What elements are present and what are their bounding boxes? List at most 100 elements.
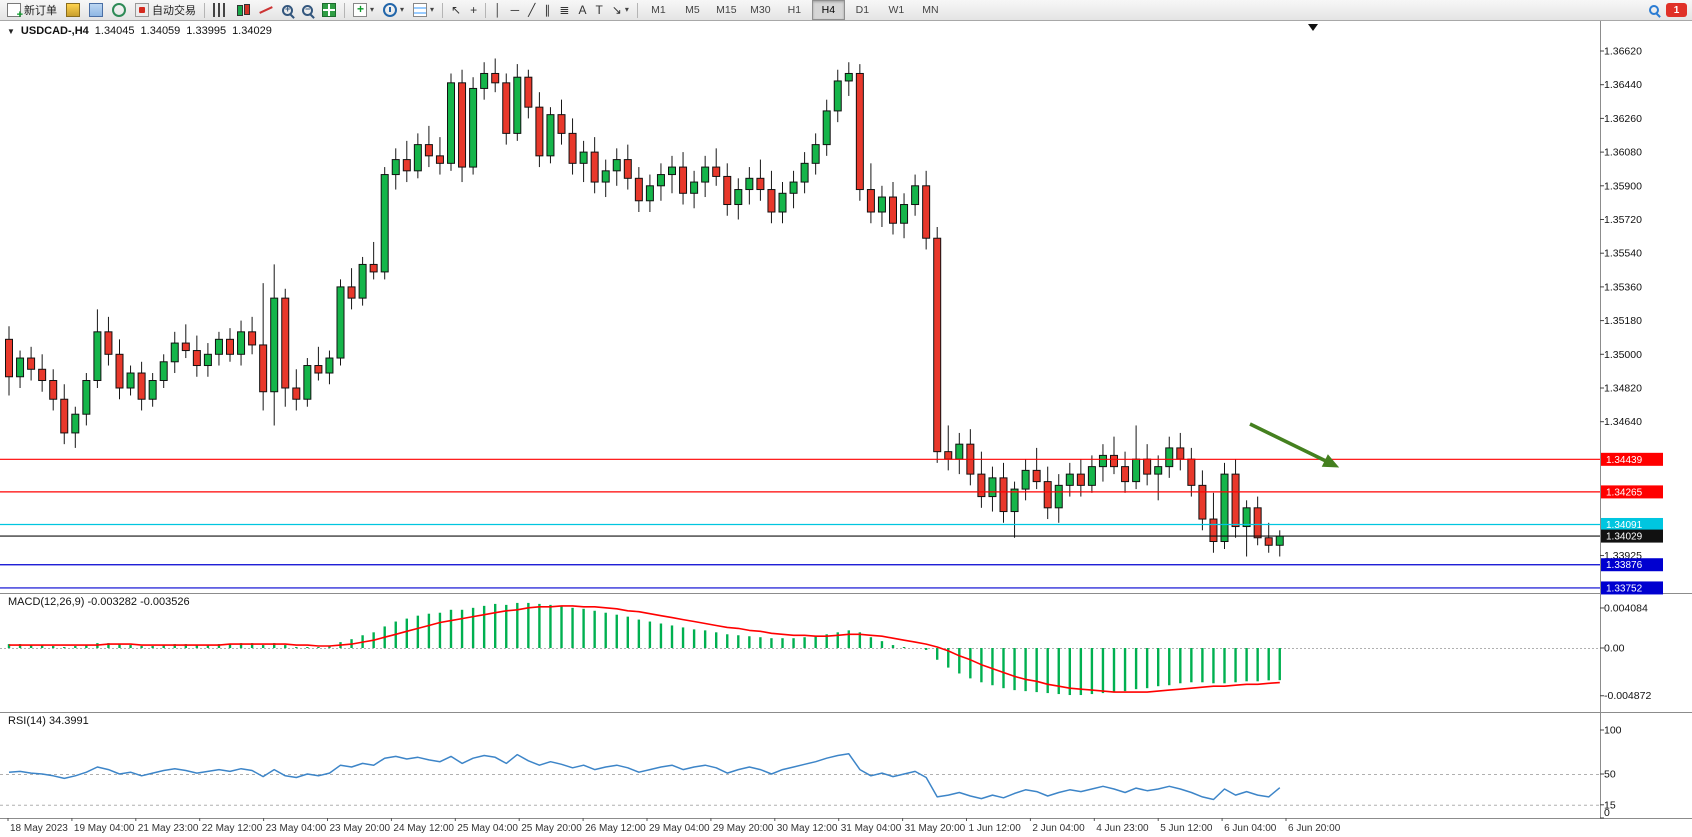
chart-header: ▼ USDCAD-,H4 1.34045 1.34059 1.33995 1.3… [7, 25, 272, 37]
candle-body [656, 174, 665, 187]
indicators-icon [353, 2, 367, 17]
search-icon [1649, 5, 1659, 15]
time-axis-label[interactable]: 29 May 04:00 [649, 823, 710, 834]
time-axis-label[interactable]: 23 May 20:00 [330, 823, 391, 834]
indicators-button[interactable]: ▾ [349, 0, 378, 20]
candle-body [911, 185, 920, 206]
data-window-button[interactable] [85, 0, 107, 20]
navigator-button[interactable] [108, 0, 130, 20]
candle-body [469, 87, 478, 168]
candle-body [424, 144, 433, 157]
candle-body [192, 350, 201, 367]
trendline-button[interactable]: ╱ [524, 0, 539, 20]
periods-button[interactable]: ▾ [379, 0, 408, 20]
candle-body [557, 114, 566, 134]
candle-body [524, 76, 533, 108]
zoom-in-icon: + [282, 4, 293, 16]
timeframe-button-W1[interactable]: W1 [888, 4, 905, 16]
text-label-button[interactable]: T [591, 0, 606, 20]
text-label-icon: T [595, 3, 603, 17]
candle-body [402, 159, 411, 172]
timeframe-button-M5[interactable]: M5 [685, 4, 700, 16]
timeframe-button-MN[interactable]: MN [922, 4, 939, 16]
trendline-icon: ╱ [528, 3, 536, 17]
candlestick-chart-button[interactable] [232, 0, 254, 20]
chevron-down-icon: ▾ [624, 5, 629, 14]
candle-body [1176, 447, 1185, 460]
cursor-button[interactable]: ↖ [447, 0, 465, 20]
zoom-out-button[interactable]: − [298, 0, 317, 20]
horizontal-line-button[interactable]: ─ [507, 0, 524, 20]
candle-body [181, 342, 190, 352]
candle-body [16, 357, 25, 378]
time-axis-label[interactable]: 25 May 04:00 [457, 823, 518, 834]
new-order-button[interactable]: 新订单 [3, 0, 61, 21]
time-axis-label[interactable]: 31 May 04:00 [841, 823, 902, 834]
time-axis-label[interactable]: 5 Jun 12:00 [1160, 823, 1213, 834]
timeframe-button-H1[interactable]: H1 [787, 4, 802, 16]
rsi-axis-label: 0 [1604, 807, 1610, 819]
text-button[interactable]: A [574, 0, 590, 20]
candle-body [1032, 469, 1041, 483]
timeframe-button-D1[interactable]: D1 [855, 4, 870, 16]
candle-body [170, 342, 179, 363]
tile-windows-button[interactable] [318, 0, 340, 20]
candle-body [259, 344, 268, 393]
cursor-icon: ↖ [451, 3, 462, 17]
time-axis-label[interactable]: 31 May 20:00 [905, 823, 966, 834]
crosshair-button[interactable]: + [466, 0, 481, 20]
line-chart-button[interactable] [255, 0, 277, 20]
candle-body [159, 361, 168, 382]
zoom-in-button[interactable]: + [278, 0, 297, 20]
chart-high-value: 1.34059 [140, 25, 181, 37]
bar-chart-button[interactable] [209, 0, 231, 20]
templates-button[interactable]: ▾ [409, 0, 438, 20]
timeframe-button-M1[interactable]: M1 [651, 4, 666, 16]
candle-body [800, 162, 809, 183]
search-button[interactable] [1645, 0, 1663, 20]
timeframe-button-M15[interactable]: M15 [716, 4, 737, 16]
timeframe-button-H4[interactable]: H4 [811, 0, 845, 20]
candle-body [435, 155, 444, 164]
candle-body [358, 263, 367, 299]
candle-body [447, 82, 455, 164]
timeframe-button-M30[interactable]: M30 [750, 4, 771, 16]
macd-indicator-label: MACD(12,26,9) -0.003282 -0.003526 [8, 596, 190, 608]
time-axis-label[interactable]: 25 May 20:00 [521, 823, 582, 834]
candle-body [1098, 454, 1107, 468]
candle-body [336, 286, 345, 359]
time-axis-label[interactable]: 29 May 20:00 [713, 823, 774, 834]
time-axis-label[interactable]: 2 Jun 04:00 [1032, 823, 1085, 834]
new-order-label: 新订单 [24, 5, 57, 17]
candle-body [944, 451, 953, 460]
auto-trading-button[interactable]: 自动交易 [131, 0, 200, 20]
time-axis-label[interactable]: 19 May 04:00 [74, 823, 135, 834]
arrows-button[interactable]: ↘ ▾ [608, 0, 633, 20]
vertical-line-button[interactable]: │ [490, 0, 506, 20]
time-axis-label[interactable]: 21 May 23:00 [138, 823, 199, 834]
candle-body [999, 477, 1008, 513]
time-axis-label[interactable]: 23 May 04:00 [266, 823, 327, 834]
annotation-arrow[interactable] [1249, 422, 1333, 466]
chart-menu-caret-icon[interactable]: ▼ [7, 26, 15, 36]
candle-body [1121, 466, 1130, 483]
market-watch-button[interactable] [62, 0, 84, 20]
time-axis-label[interactable]: 1 Jun 12:00 [969, 823, 1022, 834]
time-axis-label[interactable]: 30 May 12:00 [777, 823, 838, 834]
time-axis-label[interactable]: 4 Jun 23:00 [1096, 823, 1149, 834]
time-axis-label[interactable]: 24 May 12:00 [393, 823, 454, 834]
time-axis-label[interactable]: 18 May 2023 [10, 823, 68, 834]
candle-body [480, 72, 489, 89]
time-axis-label[interactable]: 26 May 12:00 [585, 823, 646, 834]
chart-close-value: 1.34029 [232, 25, 272, 37]
time-axis-label[interactable]: 6 Jun 04:00 [1224, 823, 1277, 834]
fibonacci-button[interactable]: ≣ [555, 0, 573, 20]
price-line-label: 1.33752 [1606, 583, 1643, 594]
time-axis-label[interactable]: 22 May 12:00 [202, 823, 263, 834]
candle-body [491, 72, 500, 84]
candle-body [988, 477, 997, 498]
channel-button[interactable]: ∥ [540, 0, 554, 20]
toolbar-separator [442, 2, 444, 18]
time-axis-label[interactable]: 6 Jun 20:00 [1288, 823, 1341, 834]
